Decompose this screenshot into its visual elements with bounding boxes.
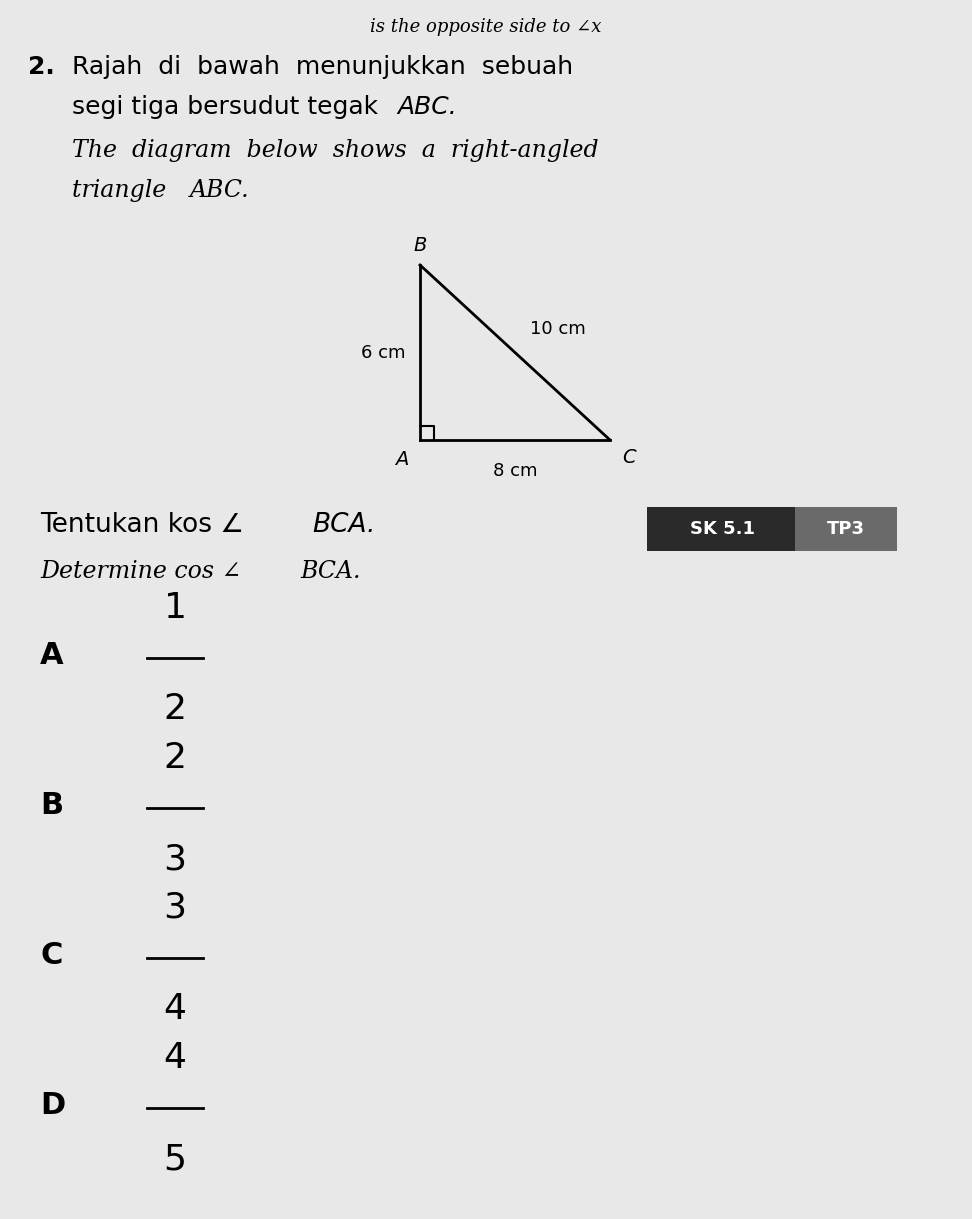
Text: C: C [40,941,62,969]
Text: Rajah  di  bawah  menunjukkan  sebuah: Rajah di bawah menunjukkan sebuah [72,55,573,79]
Text: 5: 5 [163,1142,187,1176]
Text: ABC.: ABC. [397,95,457,119]
FancyBboxPatch shape [647,507,797,551]
Text: 4: 4 [163,992,187,1026]
Text: triangle: triangle [72,179,174,202]
Text: is the opposite side to ∠x: is the opposite side to ∠x [370,18,602,37]
Text: BCA.: BCA. [312,512,375,538]
Text: 8 cm: 8 cm [493,462,538,480]
Text: C: C [622,449,636,467]
Text: 2: 2 [163,692,187,727]
Text: D: D [40,1091,65,1119]
Text: 2.: 2. [28,55,54,79]
Text: Tentukan kos ∠: Tentukan kos ∠ [40,512,244,538]
Text: 3: 3 [163,891,187,925]
Text: 6 cm: 6 cm [361,344,405,362]
Text: 2: 2 [163,741,187,775]
Text: The  diagram  below  shows  a  right-angled: The diagram below shows a right-angled [72,139,599,162]
Text: A: A [40,640,63,669]
Text: SK 5.1: SK 5.1 [689,521,754,538]
Text: TP3: TP3 [827,521,865,538]
Text: 1: 1 [163,591,187,625]
FancyBboxPatch shape [795,507,897,551]
Text: 10 cm: 10 cm [530,319,586,338]
Text: B: B [413,236,427,255]
Text: BCA.: BCA. [300,560,361,583]
Text: B: B [40,790,63,819]
Text: Determine cos ∠: Determine cos ∠ [40,560,241,583]
Text: ABC.: ABC. [190,179,250,202]
Text: segi tiga bersudut tegak: segi tiga bersudut tegak [72,95,386,119]
Text: 3: 3 [163,842,187,876]
Text: 4: 4 [163,1041,187,1075]
Text: A: A [395,450,408,469]
